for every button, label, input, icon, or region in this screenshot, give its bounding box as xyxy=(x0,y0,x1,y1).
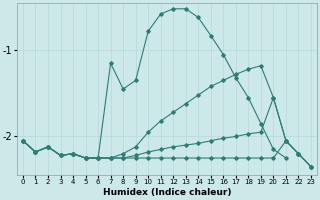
X-axis label: Humidex (Indice chaleur): Humidex (Indice chaleur) xyxy=(103,188,231,197)
